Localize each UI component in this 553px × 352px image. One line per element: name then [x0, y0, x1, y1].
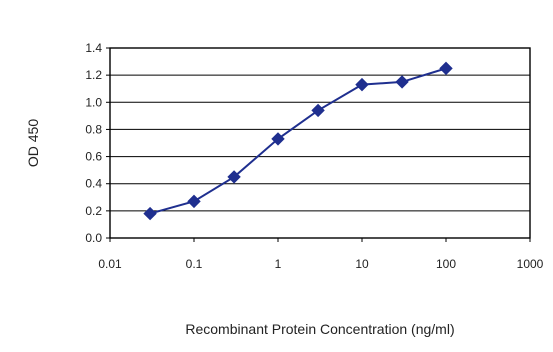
y-tick-label: 0.8	[85, 122, 102, 136]
data-point	[143, 206, 157, 221]
data-point	[187, 194, 201, 209]
x-tick-label: 100	[436, 257, 456, 271]
grid	[110, 74, 530, 212]
x-axis-title: Recombinant Protein Concentration (ng/ml…	[185, 321, 454, 337]
x-tick-label: 0.1	[186, 257, 203, 271]
data-point	[355, 77, 369, 92]
y-tick-label: 1.4	[85, 41, 102, 55]
data-point	[439, 61, 453, 76]
y-axis: 0.0 0.2 0.4 0.6 0.8 1.0 1.2 1.4	[85, 41, 110, 245]
y-tick-label: 1.2	[85, 68, 102, 82]
data-point	[227, 170, 241, 184]
y-tick-label: 0.6	[85, 150, 102, 164]
data-point	[395, 75, 409, 89]
y-tick-label: 0.2	[85, 204, 102, 218]
x-tick-label: 1000	[517, 257, 544, 271]
data-point	[311, 103, 325, 118]
x-tick-label: 10	[355, 257, 369, 271]
y-tick-label: 0.0	[85, 231, 102, 245]
x-axis: 0.01 0.1 1 10 100 1000	[98, 238, 544, 271]
x-tick-label: 0.01	[98, 257, 122, 271]
x-tick-label: 1	[275, 257, 282, 271]
data-point	[271, 132, 285, 146]
series	[143, 61, 453, 221]
y-axis-title: OD 450	[25, 119, 41, 167]
plot-area	[109, 47, 531, 239]
y-tick-label: 1.0	[85, 95, 102, 109]
series-line	[149, 67, 447, 215]
y-tick-label: 0.4	[85, 177, 102, 191]
